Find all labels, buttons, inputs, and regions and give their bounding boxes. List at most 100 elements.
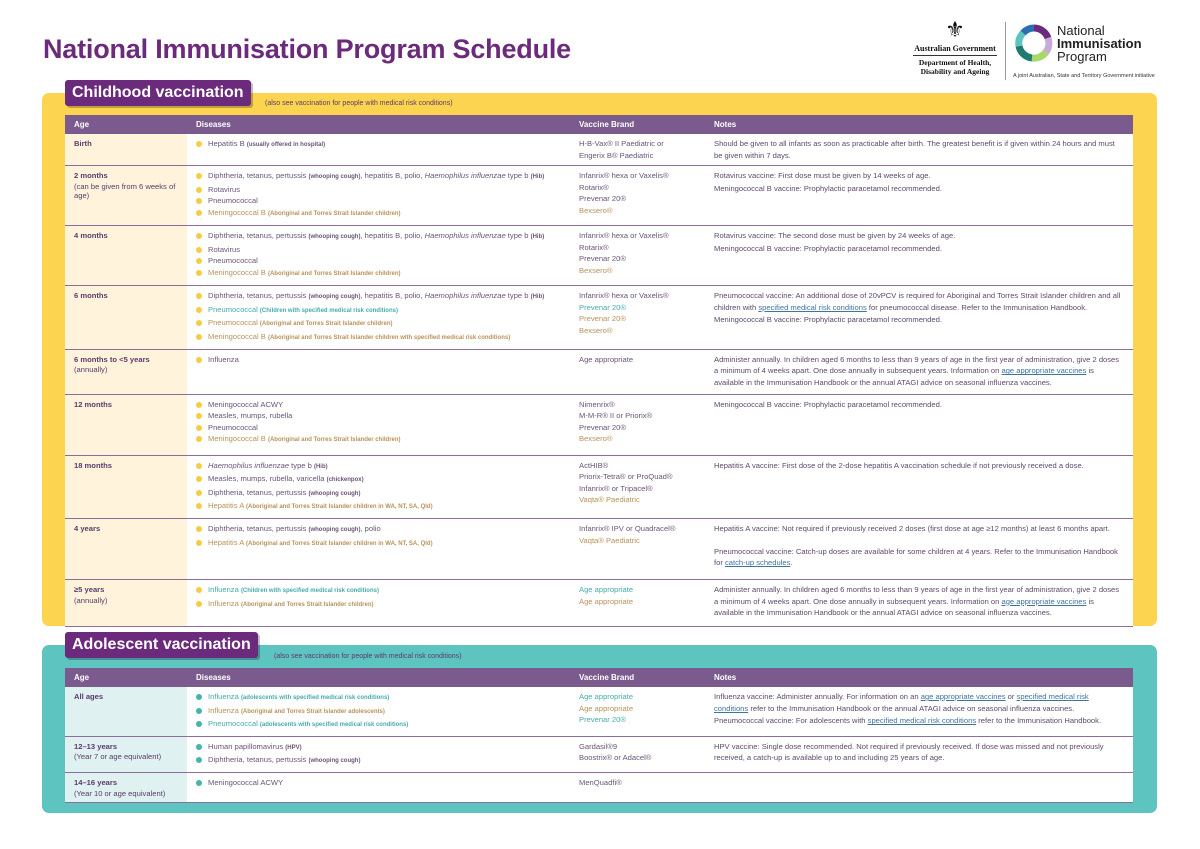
diseases-cell: Haemophilus influenzae type b (Hib) Measl…: [187, 455, 570, 519]
note-paragraph: Should be given to all infants as soon a…: [714, 138, 1124, 161]
adolescent-heading: Adolescent vaccination: [65, 632, 258, 658]
disease-item: Diphtheria, tetanus, pertussis (whooping…: [196, 523, 561, 537]
disease-name: Pneumococcal: [208, 256, 258, 266]
vaccine-brand: Prevenar 20®: [579, 194, 626, 204]
bullet-dot-icon: [196, 269, 202, 276]
age-label: 2 months: [74, 171, 108, 181]
age-label: 12 months: [74, 399, 112, 409]
vaccine-brand: Age appropriate: [579, 692, 634, 701]
note-link[interactable]: specified medical risk conditions: [758, 302, 867, 312]
vaccine-brand: Rotarix®: [579, 242, 609, 252]
disease-name: Pneumococcal: [208, 304, 260, 314]
age-label: 6 months to <5 years: [74, 354, 150, 364]
disease-item: Rotavirus: [196, 184, 561, 196]
age-label: 4 years: [74, 523, 101, 533]
table-row: 6 months Diphtheria, tetanus, pertussis (…: [65, 285, 1133, 350]
disease-qualifier: (Hib): [530, 234, 545, 241]
disease-name: Pneumococcal: [208, 318, 260, 328]
brand-cell: Nimenrix® M-M-R® II or Priorix® Prevenar 2…: [570, 394, 705, 456]
note-text: Pneumococcal vaccine: An additional dose…: [714, 291, 1121, 312]
vaccine-brand: Boostrix® or Adacel®: [579, 753, 652, 763]
disease-item: Diphtheria, tetanus, pertussis (whooping…: [196, 170, 561, 184]
note-link[interactable]: age appropriate vaccines: [920, 692, 1006, 701]
disease-qualifier: (adolescents with specified medical risk…: [240, 695, 390, 701]
disease-name: type b: [505, 171, 531, 181]
age-cell: 6 months to <5 years (annually): [65, 349, 187, 395]
vaccine-brand: M-M-R® II or Priorix®: [579, 411, 653, 421]
column-header: Diseases: [187, 115, 570, 134]
column-header: Age: [65, 668, 187, 687]
disease-item: Influenza (Aboriginal and Torres Strait …: [196, 598, 561, 612]
department-name: Department of Health, Disability and Age…: [918, 58, 992, 76]
note-paragraph: Influenza vaccine: Administer annually. …: [714, 691, 1124, 714]
disease-name: , hepatitis B, polio,: [360, 291, 425, 301]
bullet-dot-icon: [196, 539, 202, 546]
vaccine-brand: Age appropriate: [579, 596, 634, 606]
note-text: is available in the Immunisation Handboo…: [714, 366, 1094, 387]
disease-name: Influenza: [208, 692, 241, 701]
disease-qualifier: (Aboriginal and Torres Strait Islander c…: [267, 437, 401, 444]
notes-cell: HPV vaccine: Single dose recommended. No…: [705, 736, 1133, 773]
note-paragraph: Meningococcal B vaccine: Prophylactic pa…: [714, 314, 1124, 326]
disease-item: Pneumococcal (Aboriginal and Torres Stra…: [196, 317, 561, 331]
disease-name: Meningococcal ACWY: [208, 777, 284, 787]
disease-name: Influenza: [208, 705, 241, 715]
brand-cell: Age appropriate Age appropriate: [570, 579, 705, 627]
note-link[interactable]: specified medical risk conditions: [714, 692, 1089, 713]
disease-qualifier: (Aboriginal and Torres Strait Islander c…: [267, 270, 401, 277]
bullet-dot-icon: [196, 694, 202, 700]
diseases-cell: Influenza (Children with specified medic…: [187, 579, 570, 627]
disease-item: Meningococcal B (Aboriginal and Torres S…: [196, 267, 561, 281]
note-text: Hepatitis A vaccine: Not required if pre…: [714, 523, 1110, 533]
disease-qualifier: (whooping cough): [308, 294, 361, 301]
disease-item: Hepatitis A (Aboriginal and Torres Strai…: [196, 537, 561, 551]
bullet-dot-icon: [196, 306, 202, 313]
vaccine-brand: Engerix B® Paediatric: [579, 150, 654, 160]
note-text: Meningococcal B vaccine: Prophylactic pa…: [714, 183, 942, 193]
notes-cell: Meningococcal B vaccine: Prophylactic pa…: [705, 394, 1133, 456]
age-label: 18 months: [74, 460, 112, 470]
note-link[interactable]: catch-up schedules: [724, 558, 791, 568]
vaccine-brand: Infanrix® hexa or Vaxelis®: [579, 231, 669, 241]
nip-wordmark: National Immunisation Program: [1057, 23, 1142, 64]
coat-of-arms-icon: ⚜: [945, 17, 965, 42]
disease-name: Measles, mumps, rubella, varicella: [208, 474, 327, 484]
brand-cell: H-B-Vax® II Paediatric or Engerix B® Paed…: [570, 134, 705, 167]
disease-qualifier: (Aboriginal and Torres Strait Islander c…: [246, 540, 433, 547]
disease-name: Diphtheria, tetanus, pertussis: [208, 487, 309, 497]
note-text: Administer annually. In children aged 6 …: [714, 354, 1120, 376]
age-label: 4 months: [74, 231, 108, 241]
bullet-dot-icon: [196, 424, 202, 431]
bullet-dot-icon: [196, 525, 202, 532]
vaccine-brand: Infanrix® hexa or Vaxelis®: [579, 171, 669, 181]
disease-qualifier: (adolescents with specified medical risk…: [259, 722, 409, 729]
note-link[interactable]: age appropriate vaccines: [1001, 366, 1087, 376]
disease-qualifier: (whooping cough): [308, 490, 361, 497]
vaccine-brand: ActHIB®: [579, 460, 609, 470]
note-paragraph: Meningococcal B vaccine: Prophylactic pa…: [714, 399, 1124, 411]
bullet-dot-icon: [196, 503, 202, 510]
disease-name: Pneumococcal: [208, 196, 258, 206]
childhood-see-also: (also see vaccination for people with me…: [265, 100, 453, 107]
brand-cell: Infanrix® hexa or Vaxelis® Rotarix® Preven…: [570, 165, 705, 227]
note-text: or: [1005, 692, 1017, 701]
disease-name: Measles, mumps, rubella: [208, 411, 293, 421]
age-label: 6 months: [74, 291, 108, 301]
vaccine-brand: Gardasil®9: [579, 741, 618, 751]
page-title: National Immunisation Program Schedule: [43, 34, 571, 64]
bullet-dot-icon: [196, 320, 202, 327]
nip-tagline: A joint Australian, State and Territory …: [1013, 73, 1155, 79]
disease-name: Haemophilus influenzae: [424, 231, 506, 241]
age-cell: All ages: [65, 687, 187, 737]
bullet-dot-icon: [196, 173, 202, 180]
column-header: Vaccine Brand: [570, 668, 705, 687]
note-link[interactable]: specified medical risk conditions: [867, 716, 977, 726]
table-row: 14–16 years (Year 10 or age equivalent) Me…: [65, 772, 1133, 803]
disease-item: Pneumococcal: [196, 255, 561, 267]
disease-item: Pneumococcal: [196, 422, 561, 434]
note-paragraph: Pneumococcal vaccine: An additional dose…: [714, 290, 1124, 313]
disease-qualifier: (Aboriginal and Torres Strait Islander c…: [267, 334, 511, 341]
note-link[interactable]: age appropriate vaccines: [1001, 596, 1087, 606]
column-header: Diseases: [187, 668, 570, 687]
bullet-dot-icon: [196, 293, 202, 300]
